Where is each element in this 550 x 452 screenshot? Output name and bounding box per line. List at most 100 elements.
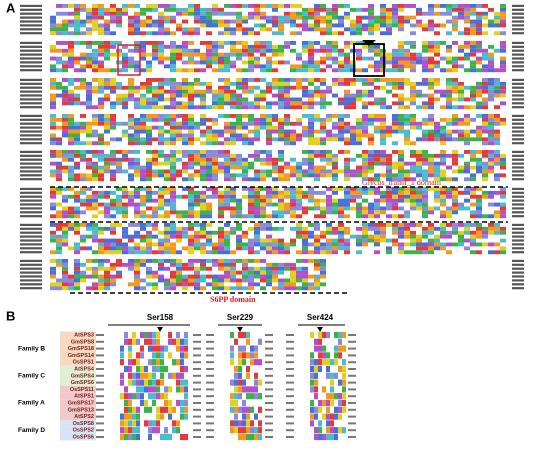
residue xyxy=(176,270,182,275)
residue xyxy=(482,194,488,199)
residue xyxy=(152,23,158,28)
residue xyxy=(146,133,152,138)
residue xyxy=(308,105,314,110)
position-number xyxy=(96,408,104,411)
residue xyxy=(272,157,278,162)
residue xyxy=(250,406,254,413)
residue xyxy=(476,85,482,90)
residue xyxy=(104,286,110,291)
residue xyxy=(188,68,194,73)
residue xyxy=(188,85,194,90)
residue xyxy=(56,242,62,247)
residue xyxy=(230,11,236,16)
residue xyxy=(248,4,254,8)
residue xyxy=(134,31,140,36)
residue xyxy=(342,393,346,400)
residue xyxy=(110,202,116,207)
residue xyxy=(374,68,380,73)
residue xyxy=(182,101,188,106)
residue xyxy=(230,64,236,69)
residue xyxy=(92,169,98,174)
residue xyxy=(218,56,224,61)
residue xyxy=(194,173,200,178)
residue xyxy=(290,23,296,28)
residue xyxy=(110,282,116,287)
residue xyxy=(92,286,98,291)
residue xyxy=(464,7,470,12)
residue xyxy=(74,286,80,291)
residue xyxy=(356,234,362,239)
residue xyxy=(314,406,318,413)
residue xyxy=(356,214,362,219)
residue xyxy=(416,165,422,170)
residue xyxy=(320,48,326,53)
residue xyxy=(290,15,296,20)
residue xyxy=(122,56,128,61)
residue xyxy=(314,11,320,16)
residue xyxy=(428,97,434,102)
residue xyxy=(224,101,230,106)
residue xyxy=(134,266,140,271)
residue xyxy=(320,153,326,158)
residue xyxy=(152,234,158,239)
residue xyxy=(230,187,236,191)
residue xyxy=(242,114,248,118)
residue xyxy=(338,230,344,235)
residue xyxy=(314,262,320,267)
residue xyxy=(128,190,134,195)
residue xyxy=(152,338,156,345)
residue xyxy=(146,60,152,65)
residue xyxy=(140,44,146,49)
position-number xyxy=(193,436,201,438)
residue xyxy=(176,133,182,138)
residue xyxy=(62,97,68,102)
residue xyxy=(290,97,296,102)
residue xyxy=(296,173,302,178)
residue xyxy=(80,198,86,203)
residue xyxy=(92,41,98,45)
residue xyxy=(494,121,500,126)
residue xyxy=(446,48,452,53)
sequence-name: AtSPS3 xyxy=(74,332,94,338)
residue xyxy=(236,278,242,283)
sequence-name: OsSPS11 xyxy=(70,387,94,393)
residue xyxy=(374,15,380,20)
residue xyxy=(500,230,506,235)
residue xyxy=(218,210,224,215)
residue xyxy=(110,198,116,203)
residue xyxy=(452,242,458,247)
residue xyxy=(164,44,170,49)
residue xyxy=(428,105,434,110)
residue xyxy=(242,259,248,263)
residue xyxy=(290,173,296,178)
position-number xyxy=(348,408,356,411)
residue xyxy=(476,234,482,239)
sequence-name xyxy=(20,16,42,19)
residue xyxy=(320,150,326,154)
residue xyxy=(362,56,368,61)
residue xyxy=(344,68,350,73)
residue xyxy=(134,27,140,32)
family-label: Family D xyxy=(18,427,45,434)
residue xyxy=(236,270,242,275)
residue xyxy=(200,15,206,20)
residue xyxy=(74,129,80,134)
residue xyxy=(246,352,250,359)
residue xyxy=(62,19,68,24)
residue xyxy=(134,137,140,142)
residue xyxy=(74,242,80,247)
residue xyxy=(104,81,110,86)
residue xyxy=(458,48,464,53)
residue xyxy=(158,266,164,271)
residue xyxy=(422,64,428,69)
residue xyxy=(200,60,206,65)
residue xyxy=(206,125,212,130)
residue xyxy=(410,125,416,130)
residue xyxy=(368,64,374,69)
residue xyxy=(284,11,290,16)
residue xyxy=(464,230,470,235)
residue xyxy=(284,246,290,251)
residue xyxy=(422,117,428,122)
residue xyxy=(422,157,428,162)
residue xyxy=(152,399,156,407)
